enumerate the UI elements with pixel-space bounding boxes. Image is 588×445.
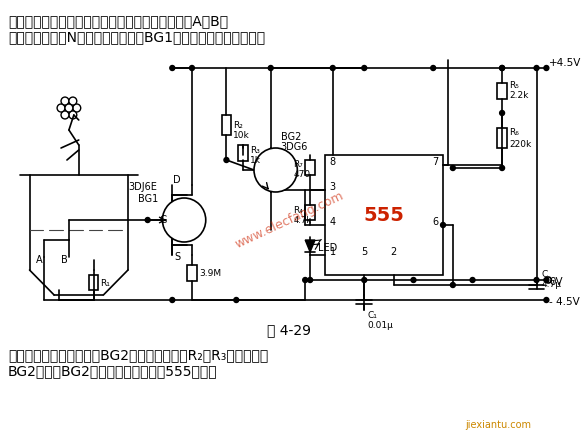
Bar bbox=[305, 160, 315, 175]
Circle shape bbox=[450, 283, 455, 287]
Circle shape bbox=[65, 104, 73, 112]
Text: 所以截止，但晶体三极管BG2的基极通过电阻R₂、R₃获得偏流，: 所以截止，但晶体三极管BG2的基极通过电阻R₂、R₃获得偏流， bbox=[8, 348, 268, 362]
Circle shape bbox=[61, 111, 69, 119]
Circle shape bbox=[544, 65, 549, 70]
Circle shape bbox=[189, 65, 195, 70]
Circle shape bbox=[500, 65, 505, 70]
Text: 3DJ6E: 3DJ6E bbox=[128, 182, 157, 192]
Text: S: S bbox=[174, 252, 181, 262]
Circle shape bbox=[234, 298, 239, 303]
Text: 3DG6: 3DG6 bbox=[280, 142, 308, 152]
Text: G: G bbox=[160, 215, 168, 225]
Text: BG2导通。BG2发射极电位上升，使555工作。: BG2导通。BG2发射极电位上升，使555工作。 bbox=[8, 364, 218, 378]
Circle shape bbox=[254, 148, 298, 192]
Text: - 4.5V: - 4.5V bbox=[549, 297, 580, 307]
Polygon shape bbox=[305, 240, 315, 252]
Bar bbox=[305, 205, 315, 220]
Text: 4: 4 bbox=[330, 217, 336, 227]
Bar bbox=[89, 275, 98, 290]
Text: 3: 3 bbox=[330, 182, 336, 192]
Circle shape bbox=[308, 278, 313, 283]
Text: +4.5V: +4.5V bbox=[549, 58, 582, 68]
Circle shape bbox=[534, 65, 539, 70]
Bar bbox=[325, 155, 443, 275]
Circle shape bbox=[544, 278, 549, 283]
Text: 555: 555 bbox=[363, 206, 405, 224]
Text: R₂: R₂ bbox=[233, 121, 243, 129]
Circle shape bbox=[330, 65, 335, 70]
Circle shape bbox=[450, 166, 455, 170]
Circle shape bbox=[534, 278, 539, 283]
Circle shape bbox=[500, 166, 505, 170]
Circle shape bbox=[440, 222, 446, 227]
Circle shape bbox=[362, 278, 367, 283]
Text: R₃: R₃ bbox=[250, 146, 260, 155]
Text: 4.7k: 4.7k bbox=[293, 216, 312, 225]
Text: LED: LED bbox=[318, 243, 338, 253]
Circle shape bbox=[73, 104, 81, 112]
Text: C₁: C₁ bbox=[368, 311, 377, 320]
Text: D: D bbox=[173, 175, 181, 185]
Text: B: B bbox=[61, 255, 68, 265]
Text: 8: 8 bbox=[330, 157, 336, 167]
Text: 2.2k: 2.2k bbox=[509, 91, 529, 100]
Text: 220k: 220k bbox=[509, 140, 531, 149]
Circle shape bbox=[268, 65, 273, 70]
Text: 10k: 10k bbox=[233, 130, 250, 139]
Text: 0.01μ: 0.01μ bbox=[368, 320, 393, 329]
Text: 1: 1 bbox=[330, 247, 336, 257]
Text: BG1: BG1 bbox=[138, 194, 158, 204]
Bar bbox=[497, 83, 507, 99]
Text: R₄: R₄ bbox=[293, 206, 303, 215]
Circle shape bbox=[145, 218, 150, 222]
Circle shape bbox=[431, 65, 436, 70]
Text: 7: 7 bbox=[432, 157, 438, 167]
Circle shape bbox=[170, 65, 175, 70]
Bar bbox=[238, 145, 248, 161]
Circle shape bbox=[303, 278, 308, 283]
Text: 6: 6 bbox=[432, 217, 438, 227]
Circle shape bbox=[69, 97, 77, 105]
Text: 4.7μ: 4.7μ bbox=[542, 280, 562, 289]
Text: 3.9M: 3.9M bbox=[199, 268, 221, 278]
Text: 2: 2 bbox=[390, 247, 397, 257]
Text: R₆: R₆ bbox=[509, 128, 519, 137]
Circle shape bbox=[500, 110, 505, 116]
Text: R₅: R₅ bbox=[509, 81, 519, 90]
Circle shape bbox=[411, 278, 416, 283]
Circle shape bbox=[57, 104, 65, 112]
Circle shape bbox=[162, 198, 206, 242]
Text: R₁: R₁ bbox=[101, 279, 111, 287]
Bar bbox=[222, 115, 231, 135]
Circle shape bbox=[544, 298, 549, 303]
Bar bbox=[187, 265, 197, 281]
Text: 当花盆土壤中缺水时，土壤的电阻率便增加，这时A、B两: 当花盆土壤中缺水时，土壤的电阻率便增加，这时A、B两 bbox=[8, 14, 228, 28]
Bar bbox=[497, 128, 507, 148]
Text: 470: 470 bbox=[293, 170, 310, 179]
Circle shape bbox=[61, 97, 69, 105]
Text: 0V: 0V bbox=[549, 277, 563, 287]
Text: jiexiantu.com: jiexiantu.com bbox=[466, 420, 532, 430]
Text: BG2: BG2 bbox=[280, 132, 301, 142]
Circle shape bbox=[500, 65, 505, 70]
Circle shape bbox=[170, 298, 175, 303]
Text: 点间电阻很大，N沟道结型场效应管BG1的栅极接近负电源电压，: 点间电阻很大，N沟道结型场效应管BG1的栅极接近负电源电压， bbox=[8, 30, 265, 44]
Text: 1k: 1k bbox=[250, 156, 261, 165]
Circle shape bbox=[224, 158, 229, 162]
Text: R₇: R₇ bbox=[293, 160, 303, 169]
Text: 5: 5 bbox=[361, 247, 368, 257]
Text: 图 4-29: 图 4-29 bbox=[268, 323, 312, 337]
Text: C: C bbox=[542, 270, 547, 279]
Circle shape bbox=[362, 65, 367, 70]
Text: A: A bbox=[36, 255, 43, 265]
Text: www.elecfang.com: www.elecfang.com bbox=[233, 189, 346, 251]
Circle shape bbox=[470, 278, 475, 283]
Circle shape bbox=[69, 111, 77, 119]
